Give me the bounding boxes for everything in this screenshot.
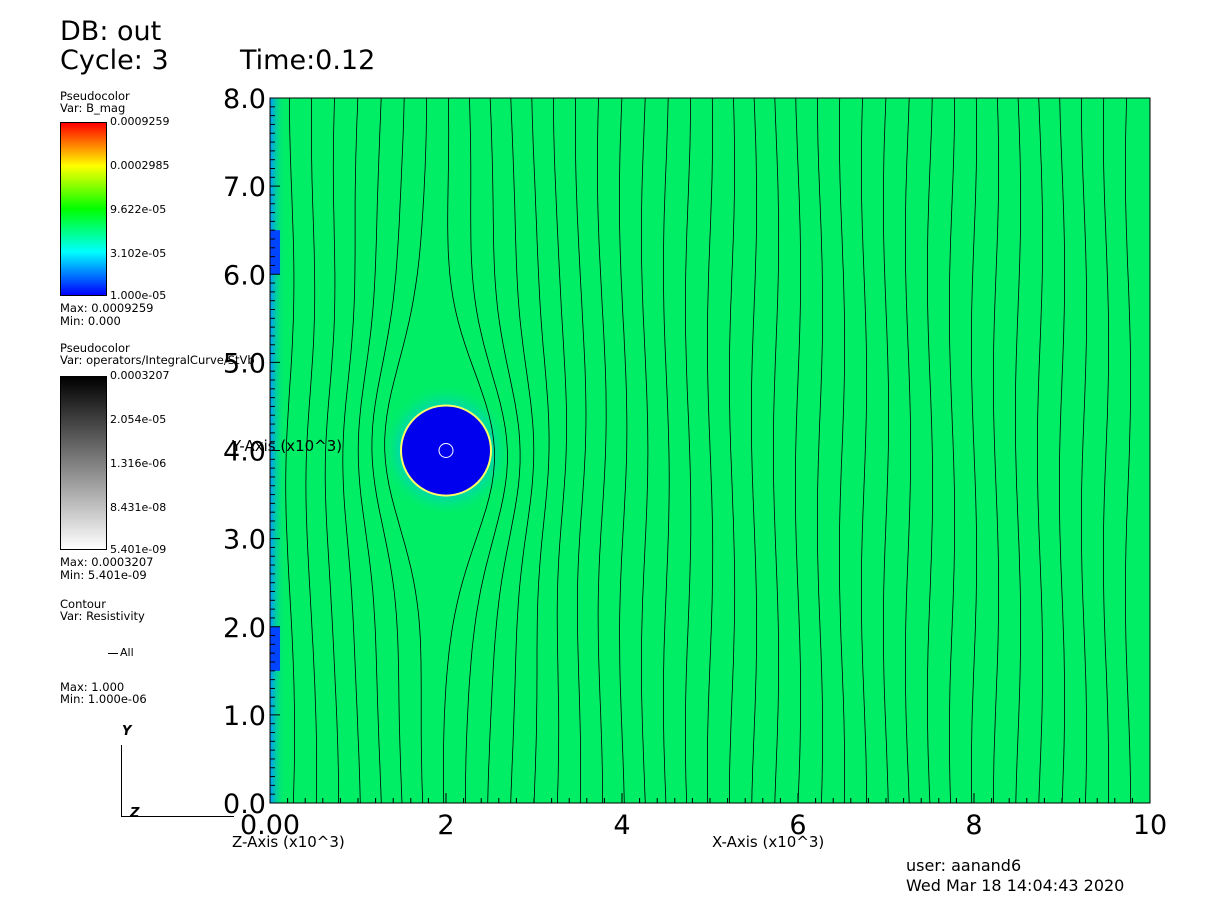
field-line [464, 97, 508, 803]
y-tick-label: 7.0 [223, 172, 266, 203]
field-line [707, 97, 714, 804]
field-line [510, 97, 535, 804]
colorbar-tick-label: 1.000e-05 [110, 289, 167, 302]
field-line [305, 97, 318, 804]
field-line [817, 98, 823, 804]
colorbar-tick-label: 0.0002985 [110, 159, 170, 172]
x-tick-label: 10 [1133, 810, 1167, 841]
field-line [575, 97, 587, 804]
legend-var-name: Var: Resistivity [60, 609, 145, 623]
field-line [442, 97, 495, 804]
field-line [971, 97, 977, 804]
field-edge-patch [270, 230, 280, 275]
field-line [1059, 97, 1065, 804]
field-edge-patch [270, 626, 280, 671]
field-line [685, 98, 692, 804]
legend-var-name: Var: B_mag [60, 101, 126, 115]
colorbar-tick-label: 0.0003207 [110, 369, 170, 382]
colorbar-streamline [60, 376, 107, 550]
colorbar-tick-label: 2.054e-05 [110, 413, 167, 426]
colorbar-tick-label: 3.102e-05 [110, 247, 167, 260]
y-tick-label: 1.0 [223, 701, 266, 732]
legend-plot-type: Pseudocolor [60, 341, 130, 355]
legend-plot-type: Pseudocolor [60, 89, 130, 103]
y-tick-label: 5.0 [223, 348, 266, 379]
field-line [927, 97, 933, 804]
field-line [993, 97, 999, 803]
legend-var-name: Var: operators/IntegralCurve/StVb [60, 353, 255, 367]
legend-max: Max: 0.0003207 [60, 555, 154, 569]
y-tick-label: 2.0 [223, 613, 266, 644]
obstacle-center-ring [438, 443, 454, 458]
legend-min: Min: 0.000 [60, 314, 121, 328]
field-line [1015, 97, 1021, 804]
field-line [861, 97, 867, 803]
colorbar-tick-label: 5.401e-09 [110, 543, 167, 556]
field-line [285, 98, 296, 804]
x-tick-label: 8 [965, 810, 982, 841]
x-tick-label: 4 [613, 810, 630, 841]
field-line [597, 97, 607, 803]
field-line [619, 97, 628, 804]
colorbar-bmag [60, 122, 107, 296]
x-tick-label: 2 [437, 810, 454, 841]
field-line [839, 97, 845, 804]
y-tick-label: 4.0 [223, 437, 266, 468]
legend-min: Min: 1.000e-06 [60, 692, 147, 706]
field-line [324, 97, 340, 803]
field-line [1125, 97, 1131, 803]
field-line [553, 98, 567, 804]
contour-legend-swatch [108, 653, 118, 654]
footer-user: user: aanand6 [906, 856, 1022, 875]
triad-y-label: Y [122, 724, 132, 739]
field-line [487, 97, 521, 804]
field-line [1037, 97, 1043, 804]
db-title: DB: out [60, 16, 162, 47]
field-line [357, 97, 382, 804]
triad-y-axis-line [121, 745, 122, 817]
z-axis-label: Z-Axis (x10^3) [232, 833, 345, 851]
y-tick-label: 3.0 [223, 525, 266, 556]
triad-z-label: Z [130, 806, 140, 821]
legend-max: Max: 1.000 [60, 680, 125, 694]
field-line [905, 97, 911, 804]
field-line [384, 98, 428, 804]
footer-date: Wed Mar 18 14:04:43 2020 [906, 876, 1125, 895]
obstacle-disk [402, 406, 490, 495]
colorbar-tick-label: 0.0009259 [110, 115, 170, 128]
field-line [883, 97, 889, 804]
time-label: Time:0.12 [240, 45, 376, 76]
field-line [1081, 98, 1087, 804]
colorbar-tick-label: 9.622e-05 [110, 203, 167, 216]
contour-legend-entry: All [120, 646, 134, 659]
colorbar-tick-label: 1.316e-06 [110, 457, 167, 470]
legend-plot-type: Contour [60, 597, 106, 611]
legend-min: Min: 5.401e-09 [60, 568, 147, 582]
field-line [342, 97, 361, 804]
field-line [531, 97, 550, 804]
y-tick-label: 0.0 [223, 789, 266, 820]
field-line [773, 97, 779, 804]
cycle-label: Cycle: 3 [60, 45, 169, 76]
field-line [1103, 97, 1109, 804]
field-line [371, 97, 405, 804]
field-line [795, 97, 801, 804]
colorbar-tick-label: 8.431e-08 [110, 501, 167, 514]
legend-max: Max: 0.0009259 [60, 301, 154, 315]
field-line [641, 97, 649, 804]
field-line [949, 98, 955, 804]
triad-z-axis-line [121, 816, 234, 817]
y-axis-label: Y-Axis (x10^3) [232, 437, 343, 455]
x-tick-label: 0.00 [240, 810, 300, 841]
field-line [751, 97, 757, 804]
field-line [663, 97, 670, 804]
x-tick-label: 6 [789, 810, 806, 841]
y-tick-label: 8.0 [223, 84, 266, 115]
field-line [729, 97, 736, 803]
x-axis-label: X-Axis (x10^3) [712, 833, 825, 851]
y-tick-label: 6.0 [223, 260, 266, 291]
